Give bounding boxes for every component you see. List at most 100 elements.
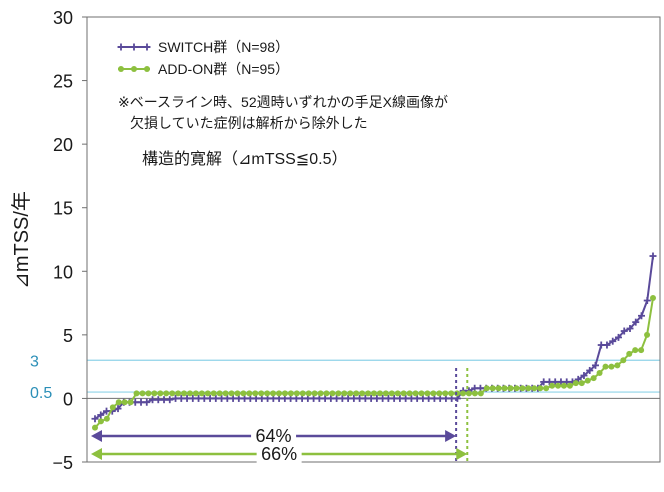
series-1-point-7 bbox=[133, 390, 140, 397]
series-1-point-78 bbox=[555, 382, 562, 389]
y-tick-label-2: 5 bbox=[63, 326, 73, 346]
series-1-point-13 bbox=[169, 390, 176, 397]
series-1-point-37 bbox=[311, 390, 318, 397]
series-0-point-93 bbox=[626, 325, 634, 332]
series-1-point-60 bbox=[448, 390, 455, 397]
series-1-point-34 bbox=[293, 390, 300, 397]
series-1-point-40 bbox=[329, 390, 336, 397]
series-1-point-29 bbox=[264, 390, 271, 397]
series-0-point-4 bbox=[114, 405, 122, 413]
annotations: 64%66% bbox=[91, 368, 469, 466]
series-1-point-8 bbox=[139, 390, 146, 397]
series-0-point-1 bbox=[97, 411, 105, 419]
cutoff-arrow-head-left-0 bbox=[91, 430, 102, 442]
legend-marker-1-0 bbox=[118, 66, 124, 72]
series-line-1 bbox=[94, 297, 654, 429]
y-tick-label-6: 25 bbox=[53, 72, 73, 92]
series-1-point-4 bbox=[115, 399, 122, 406]
series-1-point-87 bbox=[608, 363, 615, 370]
series-1-point-38 bbox=[317, 390, 324, 397]
series-0-point-87 bbox=[591, 361, 599, 369]
series-1-point-81 bbox=[572, 380, 579, 387]
series-1-point-68 bbox=[495, 385, 502, 392]
series-1-point-1 bbox=[97, 418, 104, 425]
legend-marker-1-2 bbox=[144, 66, 150, 72]
y-tick-label-5: 20 bbox=[53, 135, 73, 155]
series-1-point-19 bbox=[204, 390, 211, 397]
series-0-point-13 bbox=[166, 396, 174, 404]
series-1-point-62 bbox=[460, 390, 467, 397]
series-1-point-75 bbox=[537, 385, 544, 392]
series-1-point-72 bbox=[519, 385, 526, 392]
series-1-point-39 bbox=[323, 390, 330, 397]
series-1-point-10 bbox=[151, 390, 158, 397]
legend: SWITCH群（N=98） ADD-ON群（N=95） bbox=[117, 39, 289, 77]
legend-label-1: ADD-ON群（N=95） bbox=[158, 61, 289, 77]
series-1-point-82 bbox=[578, 380, 585, 387]
series-1-point-6 bbox=[127, 399, 134, 406]
series-1-point-70 bbox=[507, 385, 514, 392]
series-1-point-76 bbox=[543, 385, 550, 392]
series-1-point-91 bbox=[632, 347, 639, 354]
cutoff-arrow-head-right-0 bbox=[445, 430, 457, 442]
series-1-point-26 bbox=[246, 390, 253, 397]
series-1-point-43 bbox=[347, 390, 354, 397]
series-0-point-94 bbox=[632, 318, 640, 326]
annotation-criterion: 構造的寛解（⊿mTSS≦0.5） bbox=[142, 150, 348, 168]
series-1-point-64 bbox=[471, 390, 478, 397]
series-1-point-54 bbox=[412, 390, 419, 397]
annotation-note-line1: ※ベースライン時、52週時いずれかの手足X線画像が bbox=[118, 94, 448, 110]
percent-label-bg-1 bbox=[256, 442, 302, 466]
series-1-point-25 bbox=[240, 390, 247, 397]
series-1-point-48 bbox=[376, 390, 383, 397]
series-1-point-86 bbox=[602, 363, 609, 370]
y-tick-label-0: −5 bbox=[52, 453, 73, 473]
series-1-point-67 bbox=[489, 385, 496, 392]
series-1-point-47 bbox=[371, 390, 377, 397]
series-0-point-90 bbox=[609, 337, 617, 345]
series-1-point-65 bbox=[477, 390, 484, 397]
y-tick-labels: −5 0 5 10 15 20 25 30 bbox=[52, 8, 87, 473]
series-1-point-56 bbox=[424, 390, 431, 397]
series-1-point-51 bbox=[394, 390, 401, 397]
series-1-point-88 bbox=[614, 362, 621, 369]
series-1-point-30 bbox=[270, 390, 277, 397]
series-1-point-57 bbox=[430, 390, 437, 397]
series-0-point-92 bbox=[620, 327, 628, 335]
series-1-point-55 bbox=[418, 390, 425, 397]
annotation-note-line2: 欠損していた症例は解析から除外した bbox=[130, 115, 368, 131]
series-1-point-33 bbox=[287, 390, 294, 397]
series-1-point-24 bbox=[234, 390, 241, 397]
series-1-point-50 bbox=[388, 390, 395, 397]
series-1-point-53 bbox=[406, 390, 413, 397]
y-tick-label-1: 0 bbox=[63, 389, 73, 409]
cutoff-arrow-head-right-1 bbox=[456, 448, 468, 460]
series-1-point-11 bbox=[157, 390, 164, 397]
series-1-point-17 bbox=[192, 390, 199, 397]
percent-label-1: 66% bbox=[261, 444, 297, 464]
series-1-point-14 bbox=[175, 390, 182, 397]
series-1-point-77 bbox=[549, 382, 556, 389]
series-1-point-16 bbox=[186, 390, 193, 397]
series-0-point-89 bbox=[603, 341, 611, 349]
series-1-point-44 bbox=[353, 390, 360, 397]
y-axis-label: ⊿mTSS/年 bbox=[10, 191, 33, 289]
legend-label-0: SWITCH群（N=98） bbox=[158, 39, 289, 55]
series-1-point-3 bbox=[109, 404, 116, 411]
legend-marker-1-1 bbox=[131, 66, 137, 72]
series-1-point-74 bbox=[531, 385, 538, 392]
series-1-point-9 bbox=[145, 390, 152, 397]
reference-label-1: 0.5 bbox=[30, 385, 52, 402]
series-1-point-84 bbox=[590, 375, 597, 382]
series-group bbox=[91, 252, 657, 431]
series-1-point-46 bbox=[365, 390, 372, 397]
series-1-point-2 bbox=[103, 415, 110, 422]
series-1-point-0 bbox=[92, 424, 98, 431]
series-1-point-93 bbox=[644, 331, 651, 338]
series-1-point-90 bbox=[626, 350, 633, 357]
series-1-point-69 bbox=[501, 385, 508, 392]
series-1-point-31 bbox=[276, 390, 283, 397]
series-1-point-45 bbox=[359, 390, 366, 397]
